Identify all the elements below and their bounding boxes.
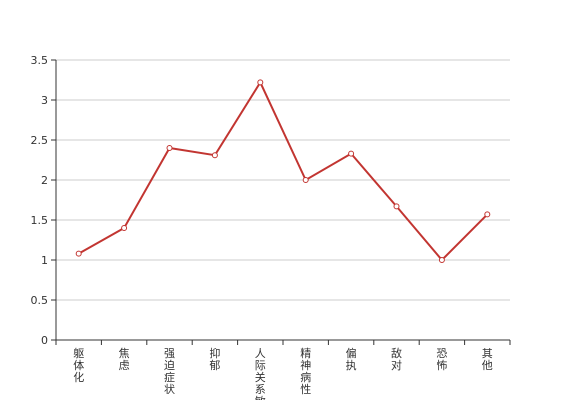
grid-lines: [56, 59, 510, 301]
x-tick-label: 其他: [482, 347, 493, 372]
x-tick-label: 精神病性: [300, 347, 311, 396]
x-tick-label: 偏执: [346, 346, 357, 372]
data-point: [75, 250, 82, 257]
x-tick-label: 敌对: [391, 346, 402, 372]
y-tick-label: 3.5: [31, 54, 49, 67]
y-tick-label: 2: [41, 174, 48, 187]
data-points: [75, 79, 491, 263]
y-tick-label: 0.5: [31, 294, 49, 307]
x-tick-label: 恐怖: [436, 347, 447, 372]
data-point: [484, 211, 491, 218]
data-point: [121, 225, 128, 231]
series-line: [78, 80, 489, 262]
data-point: [166, 145, 173, 151]
data-point: [211, 152, 218, 159]
x-axis-ticks: 躯体化 焦虑 强迫症状 抑郁 人际关系敏感 精神病性 偏执 敌对 恐怖 其他: [55, 340, 511, 400]
x-tick-label: 躯体化: [73, 347, 84, 384]
axes: [55, 60, 510, 341]
data-point: [348, 150, 355, 157]
y-tick-label: 0: [41, 334, 48, 347]
data-point: [393, 203, 400, 210]
x-tick-label: 人际关系敏感: [255, 347, 266, 400]
data-point: [302, 177, 309, 183]
x-tick-label: 焦虑: [119, 347, 130, 372]
x-tick-label: 强迫症状: [164, 347, 175, 396]
y-tick-label: 2.5: [31, 134, 49, 147]
data-point: [438, 257, 445, 263]
y-axis-ticks: 0 0.5 1 1.5 2 2.5 3 3.5: [31, 54, 56, 347]
x-tick-label: 抑郁: [209, 346, 220, 372]
y-tick-label: 1.5: [31, 214, 49, 227]
data-point: [257, 79, 264, 86]
y-tick-label: 3: [41, 94, 48, 107]
y-tick-label: 1: [41, 254, 48, 267]
